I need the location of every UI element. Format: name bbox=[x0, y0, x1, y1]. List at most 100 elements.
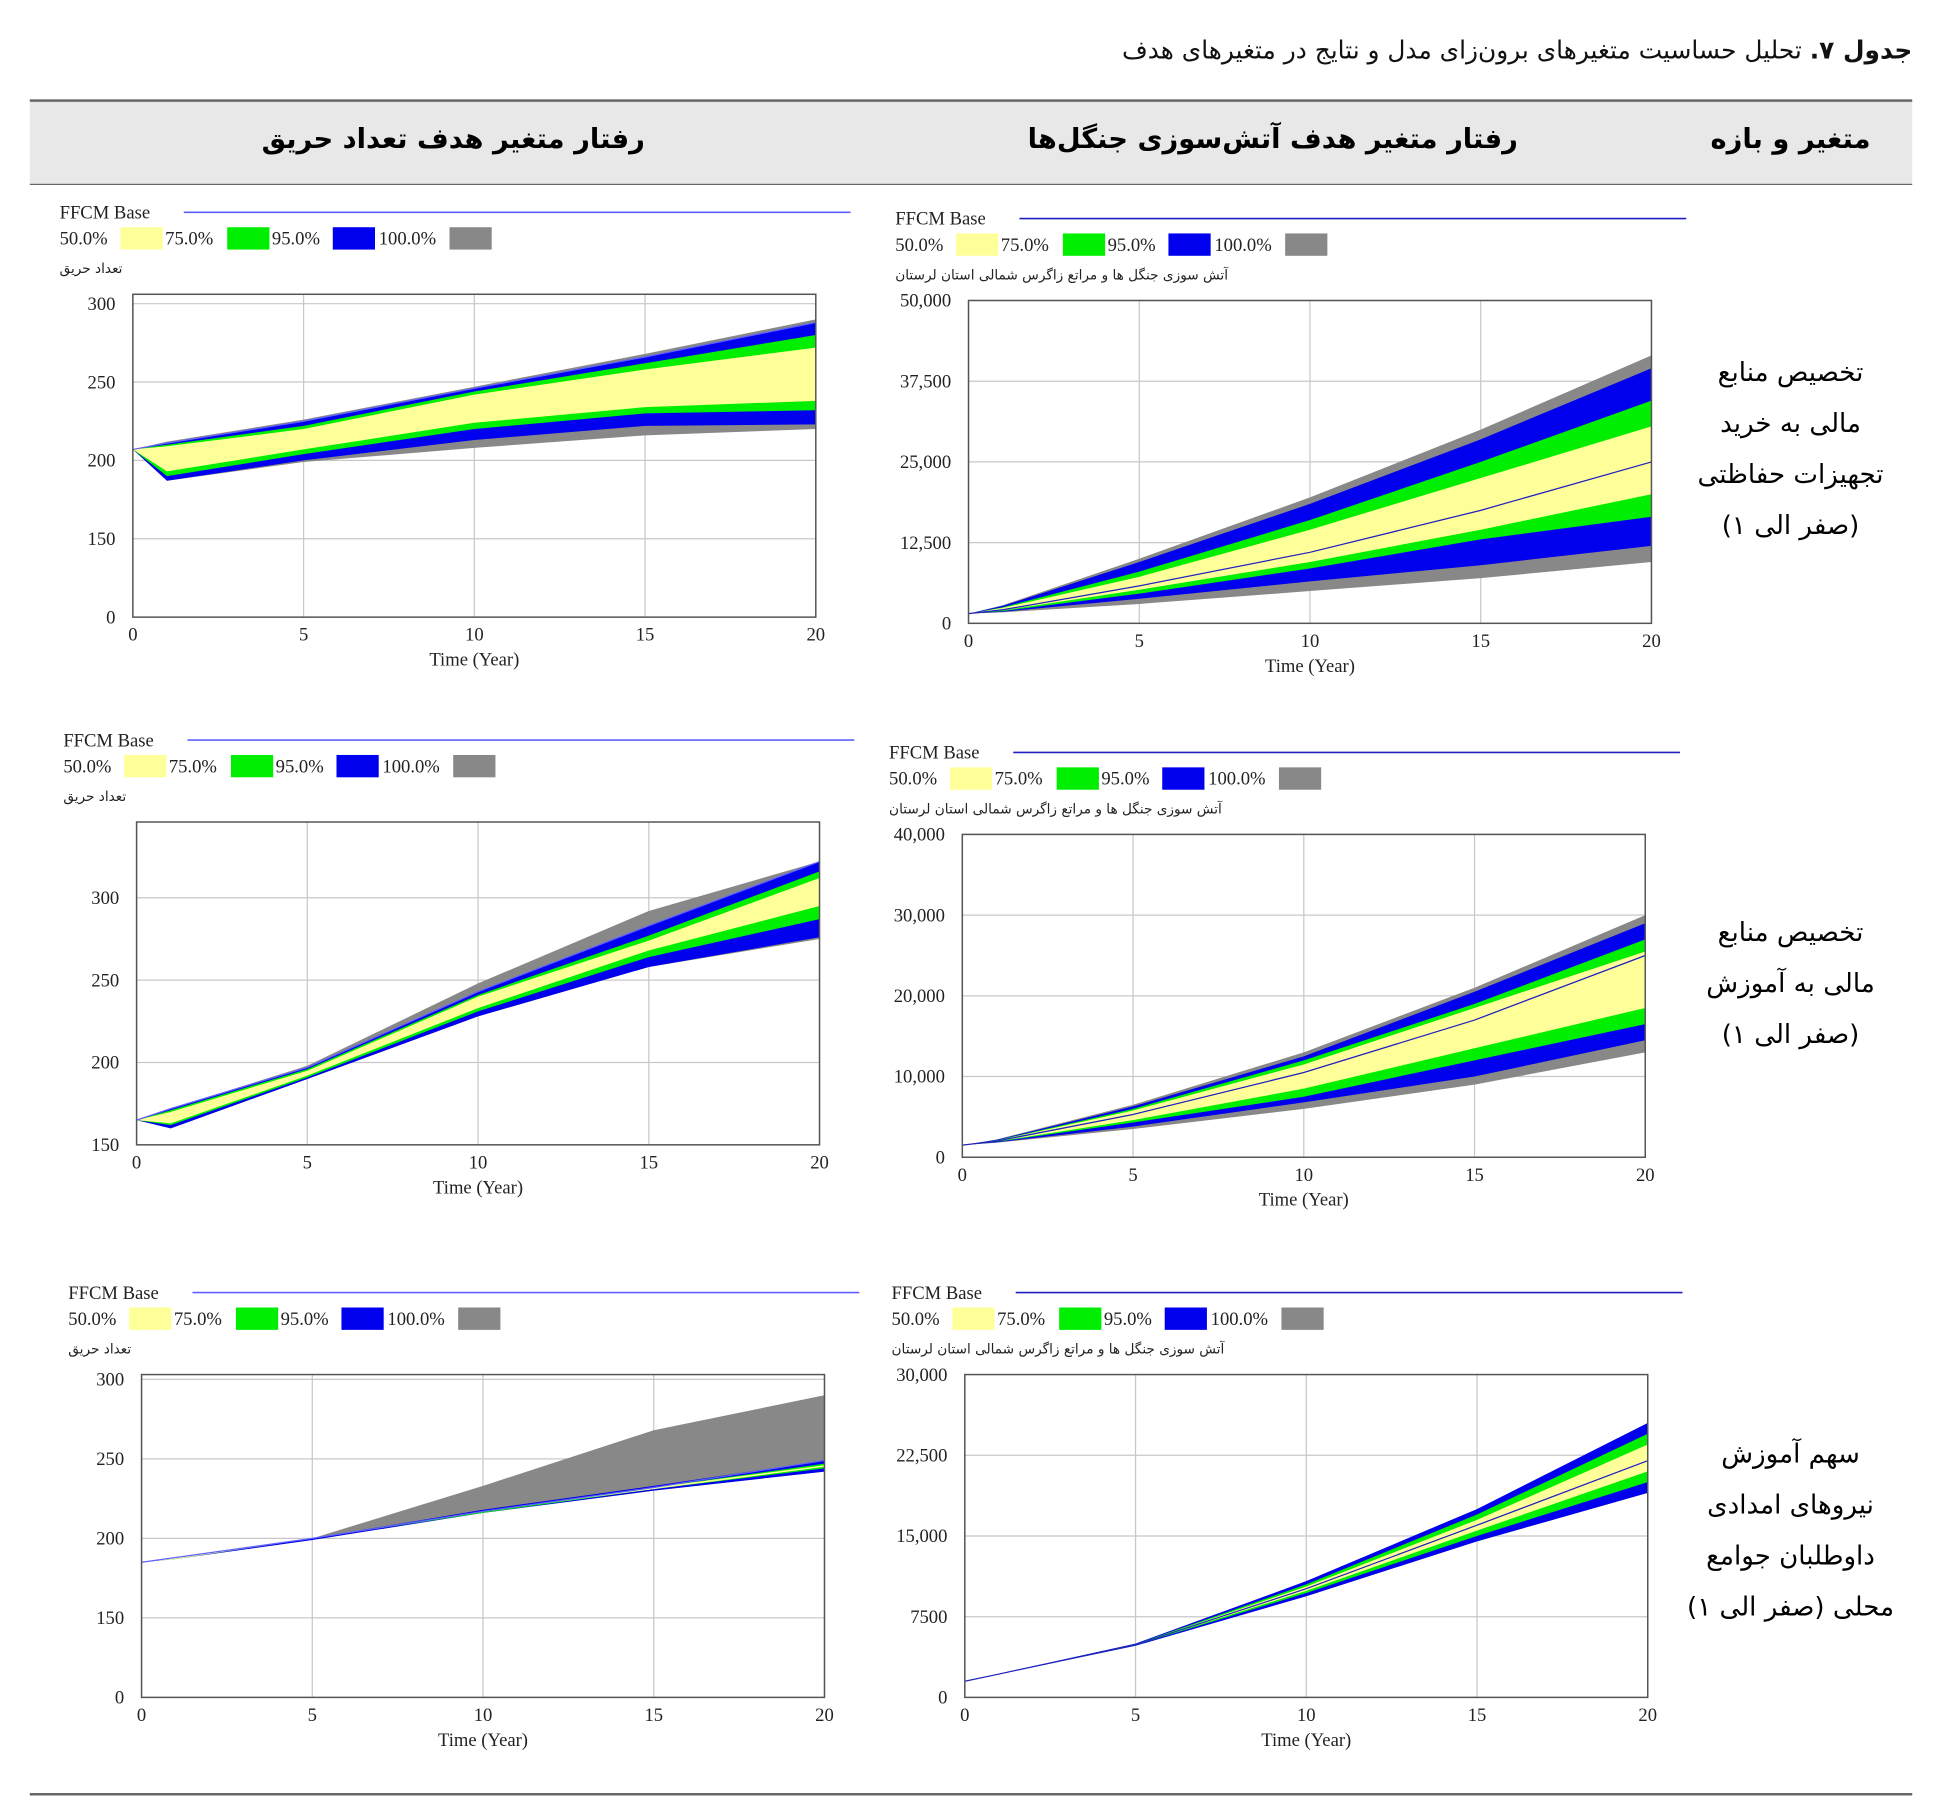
top-rule bbox=[29, 99, 1913, 102]
legend-swatch bbox=[1168, 233, 1211, 256]
legend-label: 95.0% bbox=[1104, 1309, 1152, 1330]
band bbox=[962, 939, 1646, 1146]
legend-label: 75.0% bbox=[174, 1309, 222, 1330]
x-tick-label: 15 bbox=[1468, 1705, 1487, 1726]
x-tick-label: 5 bbox=[303, 1152, 312, 1173]
legend-swatch bbox=[341, 1307, 384, 1330]
x-tick-label: 15 bbox=[636, 625, 655, 646]
chart: FFCM Base 50.0% 75.0% 95.0% 100.0% تعداد حریق… bbox=[60, 203, 851, 671]
base-line bbox=[968, 461, 1652, 615]
y-axis-label: تعداد حریق bbox=[60, 261, 123, 277]
legend-label: 50.0% bbox=[68, 1309, 116, 1330]
chart: FFCM Base 50.0% 75.0% 95.0% 100.0% تعداد حریق… bbox=[63, 730, 855, 1198]
legend-label: 75.0% bbox=[1001, 235, 1049, 256]
y-tick-label: 250 bbox=[96, 1449, 124, 1470]
y-tick-label: 300 bbox=[91, 888, 119, 909]
x-tick-label: 5 bbox=[1135, 631, 1144, 652]
x-tick-label: 5 bbox=[1131, 1705, 1140, 1726]
legend-label: 100.0% bbox=[1211, 1309, 1268, 1330]
legend-label: 100.0% bbox=[1208, 769, 1265, 790]
legend-label: FFCM Base bbox=[68, 1283, 159, 1304]
legend-swatch bbox=[1164, 1307, 1207, 1330]
base-line bbox=[964, 1460, 1648, 1682]
x-tick-label: 10 bbox=[474, 1705, 493, 1726]
y-tick-label: 37,500 bbox=[900, 371, 951, 392]
y-axis-label: آتش سوزی جنگل ها و مراتع زاگرس شمالی است… bbox=[895, 266, 1229, 283]
row-label-line: نیروهای امدادی bbox=[1707, 1490, 1874, 1520]
y-tick-label: 20,000 bbox=[894, 986, 945, 1007]
band bbox=[968, 368, 1652, 614]
y-tick-label: 25,000 bbox=[900, 452, 951, 473]
legend-swatch bbox=[336, 754, 379, 778]
row-label-line: (صفر الی ۱) bbox=[1721, 510, 1860, 541]
legend-label: 75.0% bbox=[995, 769, 1043, 790]
legend-swatch bbox=[949, 767, 993, 790]
y-axis-label: آتش سوزی جنگل ها و مراتع زاگرس شمالی است… bbox=[892, 1340, 1226, 1357]
y-tick-label: 10,000 bbox=[894, 1067, 945, 1088]
row-label: سهم آموزش نیروهای امدادی داوطلبان جوامع محل… bbox=[1687, 1429, 1894, 1633]
y-axis-label: آتش سوزی جنگل ها و مراتع زاگرس شمالی است… bbox=[889, 800, 1223, 817]
y-tick-label: 22,500 bbox=[896, 1445, 947, 1466]
y-tick-label: 7500 bbox=[910, 1607, 947, 1628]
header-cell: متغیر و بازه bbox=[1710, 124, 1871, 156]
chart: FFCM Base 50.0% 75.0% 95.0% 100.0% آتش سوزی ج… bbox=[895, 209, 1687, 677]
row-label-line: مالی به خرید bbox=[1720, 408, 1861, 439]
y-tick-label: 30,000 bbox=[894, 905, 945, 926]
x-tick-label: 10 bbox=[1297, 1705, 1316, 1726]
y-tick-label: 40,000 bbox=[894, 825, 945, 846]
legend-label: 75.0% bbox=[997, 1309, 1045, 1330]
legend-label: 100.0% bbox=[379, 229, 436, 250]
base-line bbox=[136, 860, 820, 1121]
legend-label: 50.0% bbox=[889, 769, 937, 790]
legend-label: 75.0% bbox=[169, 756, 217, 777]
legend-label: 100.0% bbox=[1214, 235, 1271, 256]
x-tick-label: 20 bbox=[1638, 1705, 1657, 1726]
x-tick-label: 20 bbox=[806, 625, 825, 646]
band bbox=[136, 861, 820, 1129]
header-rule bbox=[29, 183, 1913, 186]
base-line bbox=[132, 321, 816, 451]
caption-label: جدول ۷. bbox=[1809, 34, 1913, 65]
row-label-line: مالی به آموزش bbox=[1706, 968, 1875, 999]
x-tick-label: 5 bbox=[299, 625, 308, 646]
x-tick-label: 0 bbox=[137, 1705, 146, 1726]
legend-label: 95.0% bbox=[272, 229, 320, 250]
y-tick-label: 0 bbox=[106, 607, 115, 628]
row-label-line: سهم آموزش bbox=[1721, 1439, 1860, 1469]
row-label-line: داوطلبان جوامع bbox=[1706, 1540, 1875, 1571]
y-tick-label: 150 bbox=[96, 1608, 124, 1629]
row-label: تخصیص منابع مالی به آموزش (صفر الی ۱) bbox=[1706, 908, 1875, 1061]
y-tick-label: 200 bbox=[91, 1053, 119, 1074]
x-tick-label: 20 bbox=[815, 1705, 834, 1726]
legend-swatch bbox=[1062, 233, 1106, 256]
legend-swatch bbox=[449, 227, 492, 250]
legend-swatch bbox=[332, 227, 375, 250]
x-axis-label: Time (Year) bbox=[1259, 1190, 1349, 1211]
y-tick-label: 12,500 bbox=[900, 533, 951, 554]
y-tick-label: 30,000 bbox=[896, 1365, 947, 1386]
y-tick-label: 200 bbox=[88, 451, 116, 472]
legend-label: FFCM Base bbox=[892, 1283, 983, 1304]
legend-label: 95.0% bbox=[1101, 769, 1149, 790]
header-cell: رفتار متغیر هدف آتش‌سوزی جنگل‌ها bbox=[1027, 124, 1518, 156]
caption-text: تحلیل حساسیت متغیرهای برون‌زای مدل و نتا… bbox=[1122, 34, 1802, 65]
y-axis-label: تعداد حریق bbox=[63, 789, 126, 805]
row-label-line: (صفر الی ۱) bbox=[1721, 1019, 1860, 1050]
chart: FFCM Base 50.0% 75.0% 95.0% 100.0% آتش سوزی ج… bbox=[892, 1283, 1683, 1751]
row-label-line: تخصیص منابع bbox=[1717, 357, 1864, 388]
x-tick-label: 10 bbox=[1294, 1165, 1313, 1186]
legend-swatch bbox=[235, 1307, 279, 1330]
legend-swatch bbox=[1281, 1307, 1324, 1330]
legend-label: 100.0% bbox=[387, 1309, 444, 1330]
legend-swatch bbox=[1285, 233, 1328, 256]
plot-frame bbox=[132, 293, 817, 618]
header-band bbox=[29, 100, 1913, 184]
x-tick-label: 0 bbox=[132, 1152, 141, 1173]
x-tick-label: 0 bbox=[960, 1705, 969, 1726]
legend-swatch bbox=[129, 1307, 172, 1330]
y-tick-label: 50,000 bbox=[900, 291, 951, 312]
legend-swatch bbox=[956, 233, 999, 256]
legend-label: 75.0% bbox=[165, 229, 213, 250]
legend-label: FFCM Base bbox=[895, 209, 986, 230]
